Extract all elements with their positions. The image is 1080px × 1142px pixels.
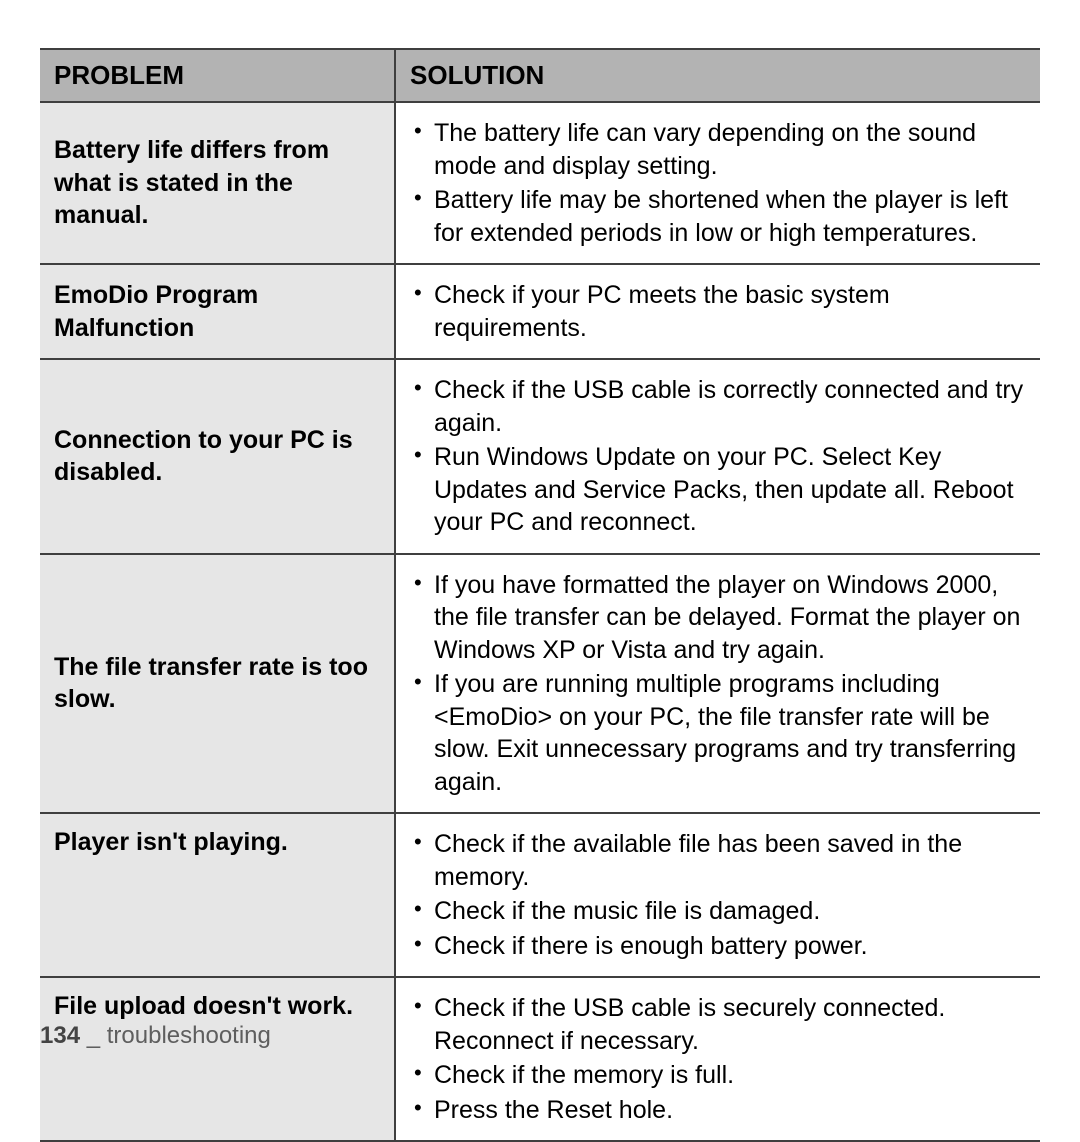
manual-page: PROBLEM SOLUTION Battery life differs fr… — [0, 0, 1080, 1080]
solution-item: Check if there is enough battery power. — [434, 930, 1026, 963]
solution-cell: Check if your PC meets the basic system … — [395, 264, 1040, 359]
table-row: Connection to your PC is disabled. Check… — [40, 359, 1040, 554]
problem-cell: File upload doesn't work. — [40, 977, 395, 1141]
solution-list: Check if the available file has been sav… — [410, 828, 1026, 962]
solution-list: Check if the USB cable is correctly conn… — [410, 374, 1026, 539]
problem-cell: Player isn't playing. — [40, 813, 395, 977]
problem-cell: The file transfer rate is too slow. — [40, 554, 395, 814]
problem-cell: EmoDio Program Malfunction — [40, 264, 395, 359]
solution-cell: Check if the USB cable is securely conne… — [395, 977, 1040, 1141]
solution-item: The battery life can vary depending on t… — [434, 117, 1026, 182]
solution-cell: Check if the available file has been sav… — [395, 813, 1040, 977]
solution-item: Run Windows Update on your PC. Select Ke… — [434, 441, 1026, 539]
solution-list: Check if the USB cable is securely conne… — [410, 992, 1026, 1126]
solution-item: Check if the memory is full. — [434, 1059, 1026, 1092]
solution-cell: Check if the USB cable is correctly conn… — [395, 359, 1040, 554]
solution-item: Press the Reset hole. — [434, 1094, 1026, 1127]
table-header-row: PROBLEM SOLUTION — [40, 49, 1040, 102]
solution-list: If you have formatted the player on Wind… — [410, 569, 1026, 799]
table-row: EmoDio Program Malfunction Check if your… — [40, 264, 1040, 359]
header-solution: SOLUTION — [395, 49, 1040, 102]
table-row: File upload doesn't work. Check if the U… — [40, 977, 1040, 1141]
page-footer: 134 _ troubleshooting — [40, 1022, 271, 1050]
troubleshooting-table: PROBLEM SOLUTION Battery life differs fr… — [40, 48, 1040, 1142]
page-number: 134 — [40, 1022, 80, 1049]
solution-item: Battery life may be shortened when the p… — [434, 184, 1026, 249]
footer-separator: _ — [87, 1022, 100, 1049]
solution-item: Check if the USB cable is correctly conn… — [434, 374, 1026, 439]
solution-item: Check if the USB cable is securely conne… — [434, 992, 1026, 1057]
solution-list: Check if your PC meets the basic system … — [410, 279, 1026, 344]
solution-cell: If you have formatted the player on Wind… — [395, 554, 1040, 814]
solution-cell: The battery life can vary depending on t… — [395, 102, 1040, 264]
problem-cell: Connection to your PC is disabled. — [40, 359, 395, 554]
solution-item: Check if your PC meets the basic system … — [434, 279, 1026, 344]
header-problem: PROBLEM — [40, 49, 395, 102]
solution-item: If you have formatted the player on Wind… — [434, 569, 1026, 667]
problem-cell: Battery life differs from what is stated… — [40, 102, 395, 264]
section-title: troubleshooting — [107, 1022, 271, 1049]
table-row: The file transfer rate is too slow. If y… — [40, 554, 1040, 814]
table-row: Battery life differs from what is stated… — [40, 102, 1040, 264]
solution-item: If you are running multiple programs inc… — [434, 668, 1026, 798]
solution-list: The battery life can vary depending on t… — [410, 117, 1026, 249]
solution-item: Check if the available file has been sav… — [434, 828, 1026, 893]
table-row: Player isn't playing. Check if the avail… — [40, 813, 1040, 977]
solution-item: Check if the music file is damaged. — [434, 895, 1026, 928]
